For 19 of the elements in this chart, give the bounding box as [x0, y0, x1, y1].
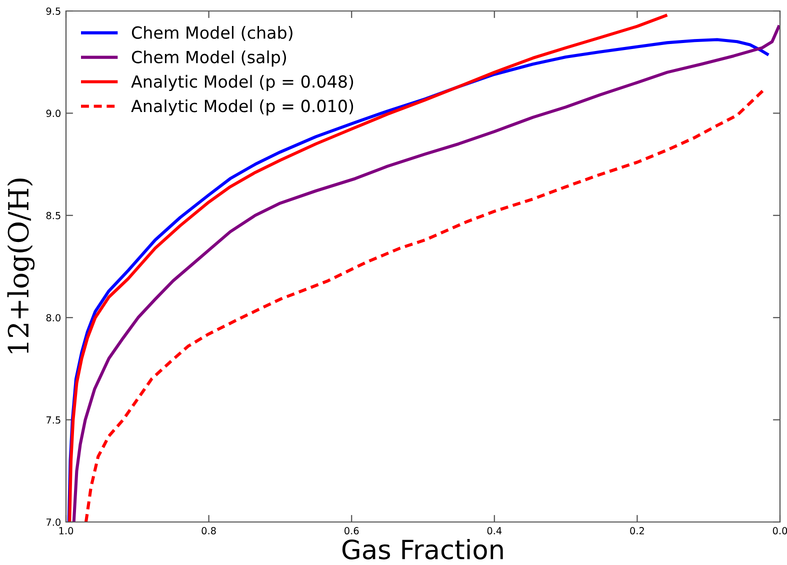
y-tick-label: 9.0: [46, 110, 60, 118]
legend-label: Analytic Model (p = 0.010): [131, 99, 354, 116]
x-tick-label: 0.0: [772, 527, 787, 534]
y-tick-label: 9.5: [46, 7, 60, 15]
y-tick-label: 7.5: [46, 416, 60, 424]
y-tick-label: 8.5: [46, 212, 60, 220]
legend-label: Chem Model (chab): [132, 26, 292, 41]
x-tick-label: 0.6: [344, 527, 359, 534]
y-tick-label: 7.0: [46, 518, 60, 526]
x-tick-label: 0.4: [487, 527, 502, 534]
legend-label: Chem Model (salp): [132, 50, 286, 67]
y-tick-label: 8.0: [46, 314, 60, 322]
x-tick-label: 0.2: [630, 527, 644, 534]
x-tick-label: 1.0: [59, 527, 74, 534]
x-axis-title: Gas Fraction: [342, 539, 503, 560]
x-tick-label: 0.8: [202, 527, 216, 534]
y-axis-title: 12+log(O/H): [7, 178, 35, 354]
line-series: [68, 14, 669, 522]
legend-label: Analytic Model (p = 0.048): [131, 74, 354, 92]
